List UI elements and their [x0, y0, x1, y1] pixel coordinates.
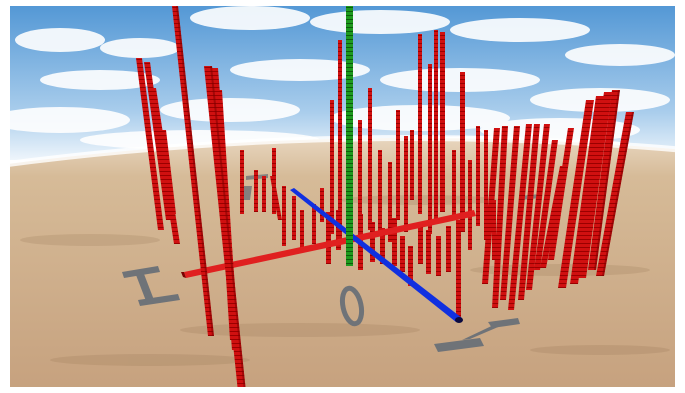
axis-red	[181, 210, 476, 278]
axis-green	[346, 6, 353, 266]
ground-glyph-i-left	[122, 266, 180, 306]
bars-far	[240, 30, 496, 260]
bar-shading	[176, 6, 634, 392]
ground-glyph-o	[339, 285, 365, 327]
axis-blue	[290, 188, 463, 323]
ground-glyph-i-right	[434, 318, 520, 352]
